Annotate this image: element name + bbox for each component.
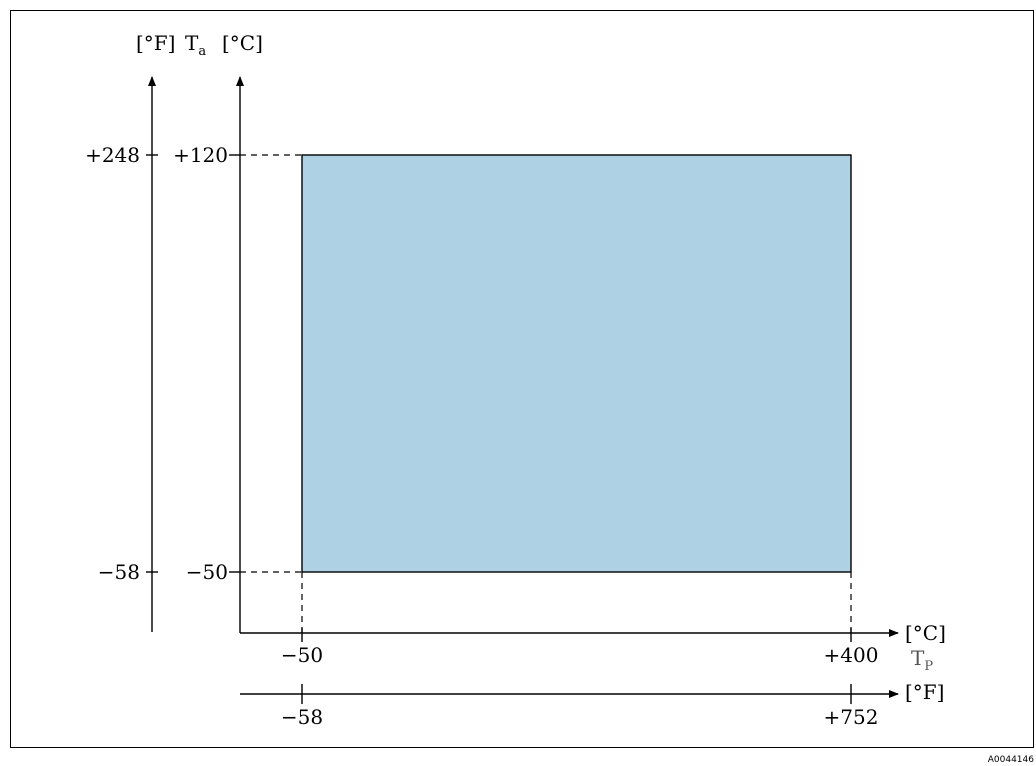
y-axis-unit-celsius: [°C]: [222, 31, 263, 55]
y-tick-label-celsius-bottom: −50: [186, 560, 228, 584]
x-tick-label-celsius-left: −50: [281, 643, 323, 667]
x-axis-unit-fahrenheit: [°F]: [905, 680, 944, 704]
figure-code: A0044146: [988, 755, 1035, 765]
y-tick-label-celsius-top: +120: [173, 143, 228, 167]
x-axis-unit-celsius: [°C]: [905, 621, 946, 645]
tick-marks: [146, 154, 852, 704]
operating-region: [301, 154, 852, 573]
y-tick-label-fahrenheit-top: +248: [85, 143, 140, 167]
figure-frame: [10, 10, 1034, 748]
y-axis-symbol: Ta: [185, 31, 206, 59]
x-tick-label-fahrenheit-left: −58: [281, 705, 323, 729]
y-tick-label-fahrenheit-bottom: −58: [98, 560, 140, 584]
x-tick-label-celsius-right: +400: [824, 643, 879, 667]
y-axis-unit-fahrenheit: [°F]: [136, 31, 175, 55]
x-axis-symbol: TP: [911, 646, 933, 674]
x-tick-label-fahrenheit-right: +752: [824, 705, 879, 729]
